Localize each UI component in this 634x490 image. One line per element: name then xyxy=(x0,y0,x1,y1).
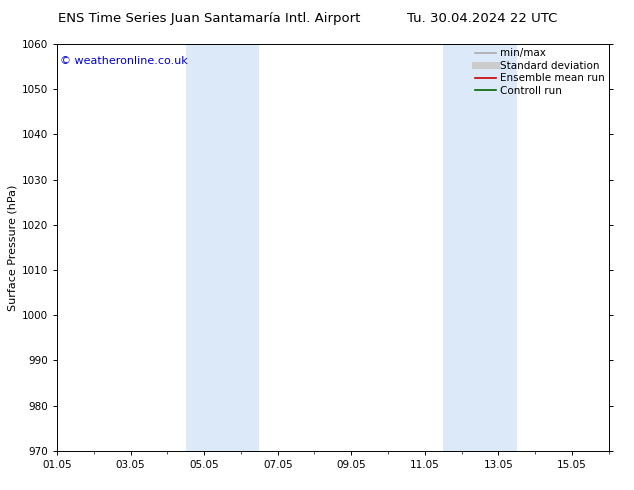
Text: Tu. 30.04.2024 22 UTC: Tu. 30.04.2024 22 UTC xyxy=(406,12,557,25)
Text: © weatheronline.co.uk: © weatheronline.co.uk xyxy=(60,56,188,66)
Text: ENS Time Series Juan Santamaría Intl. Airport: ENS Time Series Juan Santamaría Intl. Ai… xyxy=(58,12,360,25)
Legend: min/max, Standard deviation, Ensemble mean run, Controll run: min/max, Standard deviation, Ensemble me… xyxy=(472,46,607,98)
Bar xyxy=(443,44,517,451)
Y-axis label: Surface Pressure (hPa): Surface Pressure (hPa) xyxy=(8,184,18,311)
Bar xyxy=(186,44,259,451)
